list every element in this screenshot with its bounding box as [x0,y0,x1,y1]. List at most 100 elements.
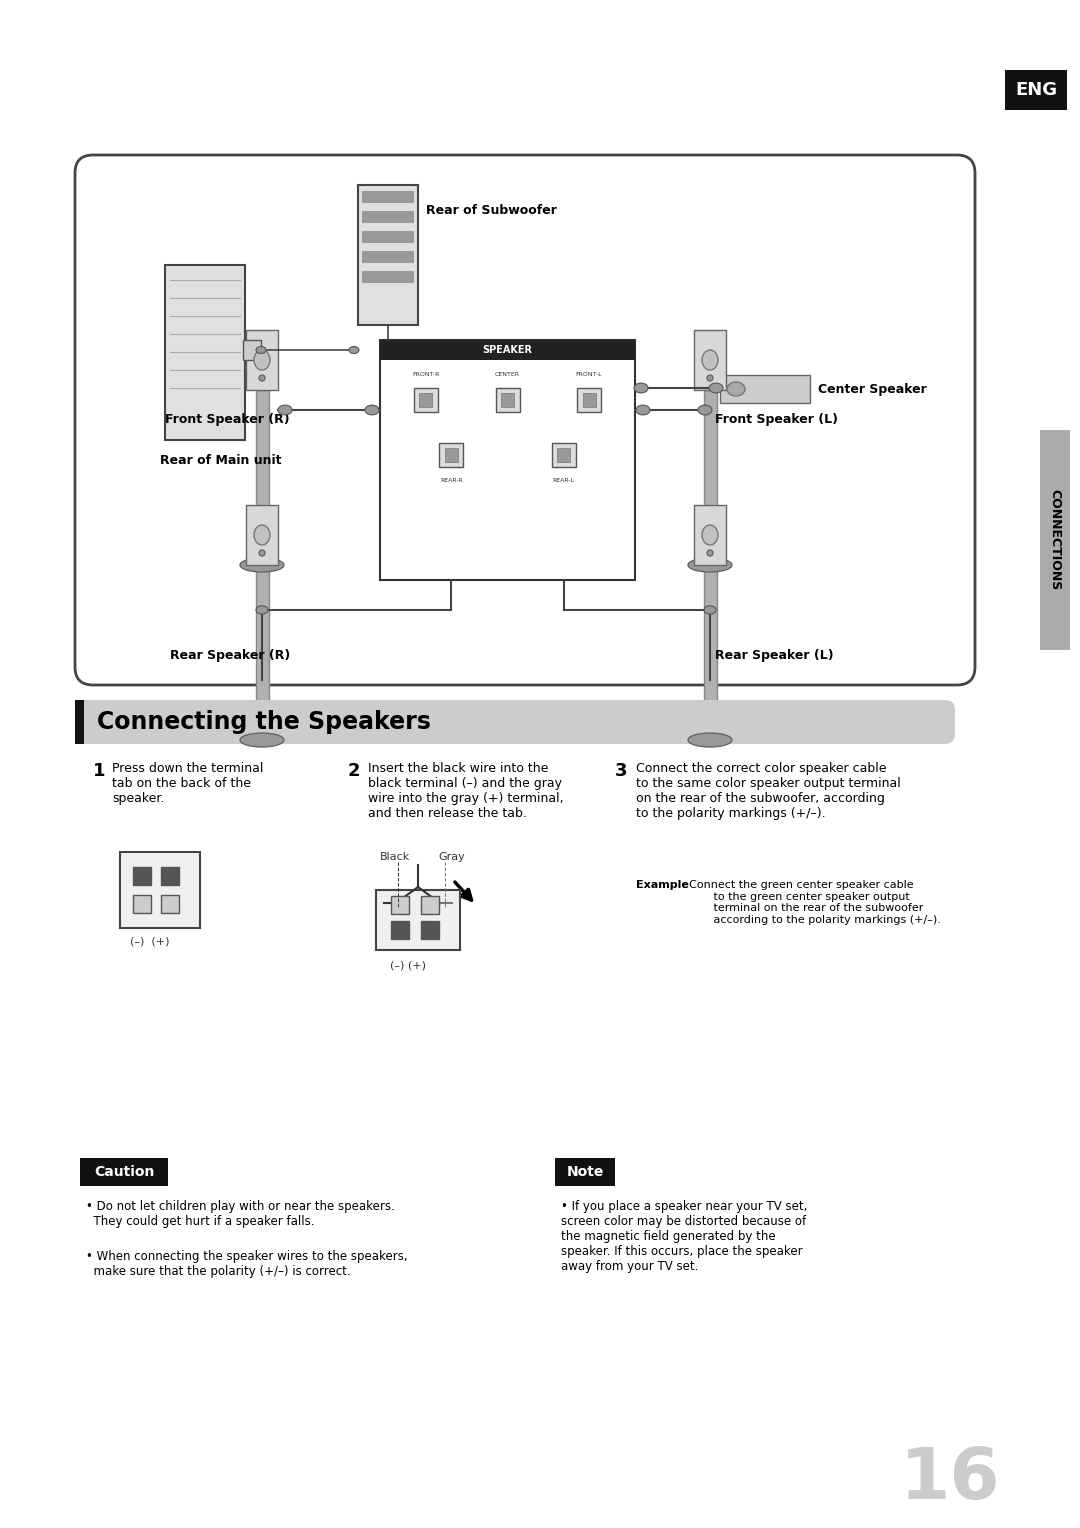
Bar [496,388,519,413]
Bar [165,264,245,440]
Text: CENTER: CENTER [495,373,519,377]
Bar [391,895,409,914]
Bar [445,448,458,461]
Ellipse shape [634,384,648,393]
Text: • If you place a speaker near your TV set,
screen color may be distorted because: • If you place a speaker near your TV se… [561,1199,808,1273]
Text: ENG: ENG [1015,81,1057,99]
FancyBboxPatch shape [1005,70,1067,110]
Text: Center Speaker: Center Speaker [818,382,927,396]
Ellipse shape [704,605,716,614]
Ellipse shape [259,374,265,380]
Bar [133,895,151,914]
Ellipse shape [702,350,718,370]
Text: Caution: Caution [94,1164,154,1180]
Bar [256,565,269,740]
Text: 1: 1 [93,762,106,779]
Bar [120,853,200,927]
Text: Rear Speaker (R): Rear Speaker (R) [170,648,291,662]
Text: Note: Note [566,1164,604,1180]
FancyBboxPatch shape [75,700,955,744]
Ellipse shape [254,350,270,370]
Bar [362,191,414,203]
Bar [133,866,151,885]
Ellipse shape [688,558,732,571]
Ellipse shape [688,733,732,747]
Bar [421,921,438,940]
Text: Press down the terminal
tab on the back of the
speaker.: Press down the terminal tab on the back … [112,762,264,805]
Bar [582,393,596,406]
Ellipse shape [256,605,268,614]
Bar [694,504,726,565]
Text: CONNECTIONS: CONNECTIONS [1049,489,1062,591]
Text: REAR-R: REAR-R [440,477,463,483]
Bar [75,700,84,744]
Bar [362,251,414,263]
Ellipse shape [636,405,650,416]
Text: Front Speaker (L): Front Speaker (L) [715,414,838,426]
Ellipse shape [727,382,745,396]
Text: 16: 16 [900,1445,1000,1514]
Bar [419,393,432,406]
Bar [256,390,269,565]
Bar [552,443,576,468]
FancyBboxPatch shape [75,154,975,685]
Ellipse shape [365,405,379,416]
Text: 2: 2 [348,762,361,779]
Text: (–)  (+): (–) (+) [130,937,170,947]
Bar [243,341,261,361]
Text: SPEAKER: SPEAKER [483,345,532,354]
Text: 3: 3 [615,762,627,779]
Text: REAR-L: REAR-L [553,477,575,483]
Bar [246,504,278,565]
Text: • When connecting the speaker wires to the speakers,
  make sure that the polari: • When connecting the speaker wires to t… [86,1250,407,1277]
Bar [380,341,635,361]
Ellipse shape [708,384,723,393]
Text: Insert the black wire into the
black terminal (–) and the gray
wire into the gra: Insert the black wire into the black ter… [368,762,564,821]
FancyBboxPatch shape [1040,429,1070,649]
Text: : Connect the green center speaker cable
         to the green center speaker ou: : Connect the green center speaker cable… [681,880,941,924]
Bar [703,390,716,565]
Bar [577,388,602,413]
Bar [391,921,409,940]
Ellipse shape [259,550,265,556]
Bar [694,330,726,390]
Text: Gray: Gray [438,853,464,862]
Bar [246,330,278,390]
Ellipse shape [349,347,359,353]
Text: Rear of Subwoofer: Rear of Subwoofer [426,203,557,217]
Bar [362,211,414,223]
Bar [555,1158,615,1186]
Text: Rear of Main unit: Rear of Main unit [160,454,282,466]
Text: Example: Example [636,880,689,889]
Text: FRONT-R: FRONT-R [413,373,440,377]
Ellipse shape [254,526,270,545]
Bar [703,565,716,740]
Text: (–) (+): (–) (+) [390,960,426,970]
Ellipse shape [240,733,284,747]
Bar [440,443,463,468]
Bar [376,889,460,950]
Ellipse shape [707,550,713,556]
Text: Black: Black [380,853,410,862]
Ellipse shape [698,405,712,416]
Bar [357,185,418,325]
Bar [80,1158,168,1186]
Bar [362,270,414,283]
Ellipse shape [707,374,713,380]
Ellipse shape [278,405,292,416]
Text: Front Speaker (R): Front Speaker (R) [165,414,289,426]
Bar [421,895,438,914]
Bar [501,393,514,406]
Text: • Do not let children play with or near the speakers.
  They could get hurt if a: • Do not let children play with or near … [86,1199,395,1229]
Bar [720,374,810,403]
Bar [161,895,179,914]
Ellipse shape [702,526,718,545]
Ellipse shape [240,558,284,571]
Text: Connecting the Speakers: Connecting the Speakers [97,711,431,733]
Bar [362,231,414,243]
Bar [557,448,570,461]
Ellipse shape [256,347,266,353]
Text: Connect the correct color speaker cable
to the same color speaker output termina: Connect the correct color speaker cable … [636,762,901,821]
Text: FRONT-L: FRONT-L [576,373,603,377]
Bar [414,388,437,413]
